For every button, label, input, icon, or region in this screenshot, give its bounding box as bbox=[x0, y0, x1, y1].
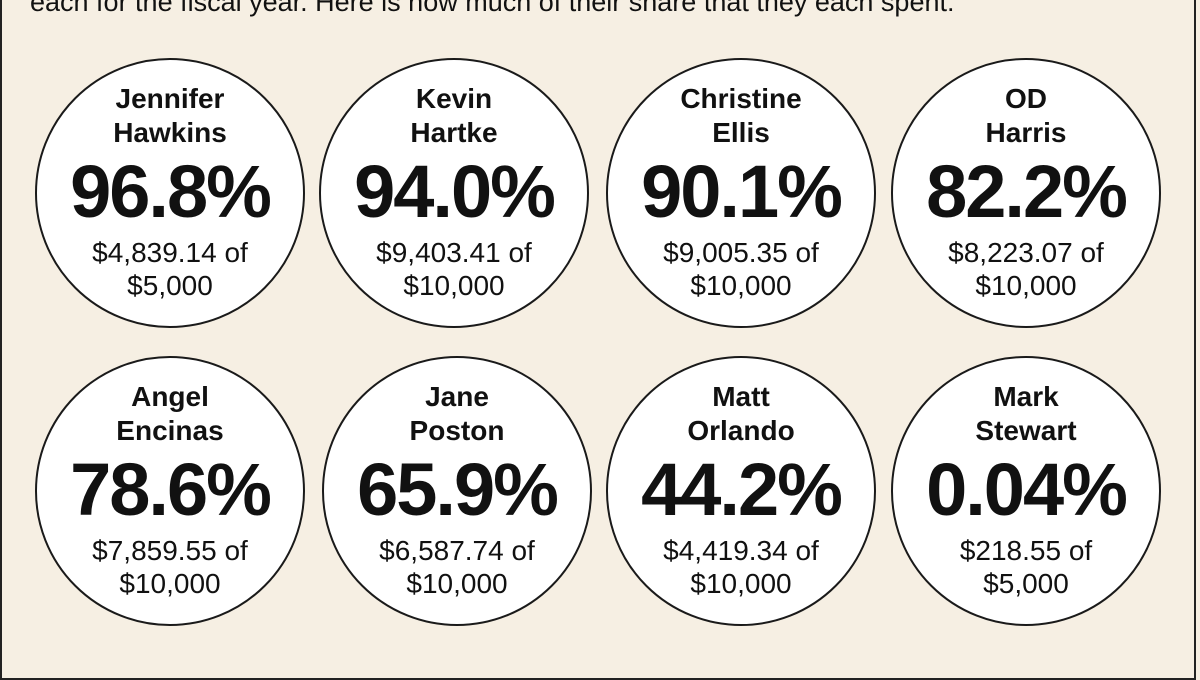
official-card-stewart: Mark Stewart 0.04% $218.55 of $5,000 bbox=[891, 356, 1161, 626]
total-amount: $5,000 bbox=[127, 270, 213, 301]
last-name: Orlando bbox=[687, 415, 795, 446]
official-name: Mark Stewart bbox=[893, 380, 1159, 448]
amount-spent: $9,005.35 of $10,000 bbox=[608, 236, 874, 302]
last-name: Stewart bbox=[975, 415, 1077, 446]
official-name: OD Harris bbox=[893, 82, 1159, 150]
official-card-ellis: Christine Ellis 90.1% $9,005.35 of $10,0… bbox=[606, 58, 876, 328]
total-amount: $10,000 bbox=[975, 270, 1077, 301]
official-name: Christine Ellis bbox=[608, 82, 874, 150]
percent-spent: 96.8% bbox=[70, 150, 272, 233]
last-name: Hartke bbox=[410, 117, 498, 148]
total-amount: $5,000 bbox=[983, 568, 1069, 599]
first-name: Angel bbox=[131, 381, 209, 412]
first-name: Christine bbox=[680, 83, 802, 114]
first-name: Jane bbox=[425, 381, 489, 412]
percent-spent: 82.2% bbox=[926, 150, 1128, 233]
spent-amount: $9,403.41 of bbox=[376, 237, 532, 268]
spent-amount: $9,005.35 of bbox=[663, 237, 819, 268]
official-card-encinas: Angel Encinas 78.6% $7,859.55 of $10,000 bbox=[35, 356, 305, 626]
official-card-orlando: Matt Orlando 44.2% $4,419.34 of $10,000 bbox=[606, 356, 876, 626]
officials-grid: Jennifer Hawkins 96.8% $4,839.14 of $5,0… bbox=[35, 58, 1161, 626]
amount-spent: $4,839.14 of $5,000 bbox=[37, 236, 303, 302]
official-card-hawkins: Jennifer Hawkins 96.8% $4,839.14 of $5,0… bbox=[35, 58, 305, 328]
spent-amount: $4,839.14 of bbox=[92, 237, 248, 268]
first-name: OD bbox=[1005, 83, 1047, 114]
official-card-hartke: Kevin Hartke 94.0% $9,403.41 of $10,000 bbox=[319, 58, 589, 328]
intro-text: each for the fiscal year. Here is how mu… bbox=[30, 0, 955, 17]
official-name: Matt Orlando bbox=[608, 380, 874, 448]
first-name: Jennifer bbox=[115, 83, 225, 114]
official-name: Kevin Hartke bbox=[321, 82, 587, 150]
first-name: Mark bbox=[993, 381, 1059, 412]
amount-spent: $8,223.07 of $10,000 bbox=[893, 236, 1159, 302]
last-name: Poston bbox=[409, 415, 505, 446]
spent-amount: $7,859.55 of bbox=[92, 535, 248, 566]
spent-amount: $6,587.74 of bbox=[379, 535, 535, 566]
percent-spent: 44.2% bbox=[641, 448, 843, 531]
official-card-harris: OD Harris 82.2% $8,223.07 of $10,000 bbox=[891, 58, 1161, 328]
percent-spent: 94.0% bbox=[354, 150, 556, 233]
amount-spent: $218.55 of $5,000 bbox=[893, 534, 1159, 600]
official-name: Angel Encinas bbox=[37, 380, 303, 448]
spent-amount: $218.55 of bbox=[959, 535, 1093, 566]
percent-spent: 0.04% bbox=[926, 448, 1128, 531]
percent-spent: 65.9% bbox=[357, 448, 559, 531]
spent-amount: $8,223.07 of bbox=[948, 237, 1104, 268]
total-amount: $10,000 bbox=[119, 568, 221, 599]
last-name: Ellis bbox=[712, 117, 770, 148]
total-amount: $10,000 bbox=[690, 568, 792, 599]
first-name: Kevin bbox=[415, 83, 493, 114]
last-name: Hawkins bbox=[113, 117, 227, 148]
last-name: Harris bbox=[985, 117, 1067, 148]
percent-spent: 78.6% bbox=[70, 448, 272, 531]
total-amount: $10,000 bbox=[690, 270, 792, 301]
amount-spent: $9,403.41 of $10,000 bbox=[321, 236, 587, 302]
total-amount: $10,000 bbox=[403, 270, 505, 301]
amount-spent: $4,419.34 of $10,000 bbox=[608, 534, 874, 600]
official-name: Jennifer Hawkins bbox=[37, 82, 303, 150]
official-card-poston: Jane Poston 65.9% $6,587.74 of $10,000 bbox=[322, 356, 592, 626]
last-name: Encinas bbox=[116, 415, 224, 446]
total-amount: $10,000 bbox=[406, 568, 508, 599]
amount-spent: $7,859.55 of $10,000 bbox=[37, 534, 303, 600]
percent-spent: 90.1% bbox=[641, 150, 843, 233]
official-name: Jane Poston bbox=[324, 380, 590, 448]
spent-amount: $4,419.34 of bbox=[663, 535, 819, 566]
first-name: Matt bbox=[712, 381, 770, 412]
amount-spent: $6,587.74 of $10,000 bbox=[324, 534, 590, 600]
